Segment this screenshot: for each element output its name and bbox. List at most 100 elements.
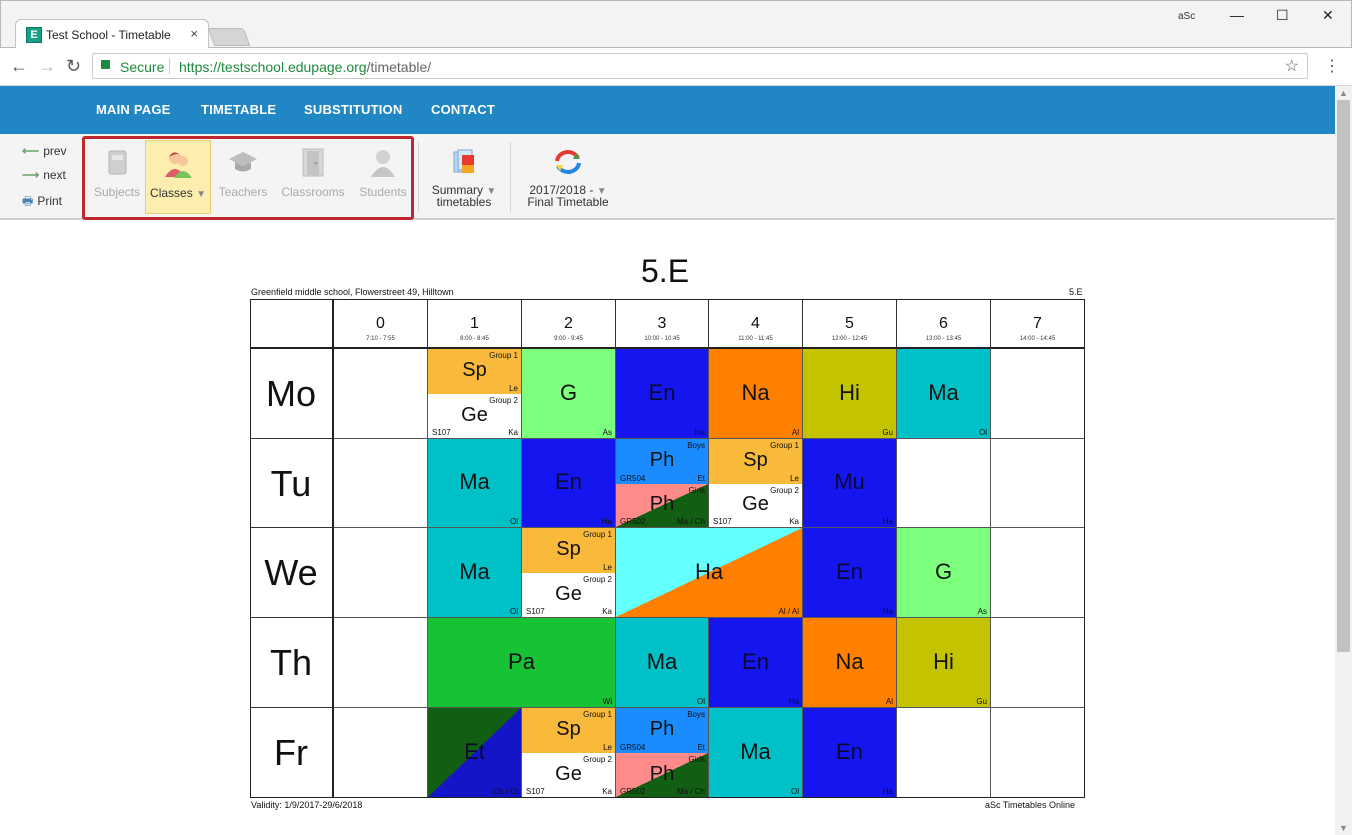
- prev-link[interactable]: ⟵ prev: [22, 144, 67, 158]
- lesson-teacher: Ol: [510, 517, 518, 526]
- empty-slot: [991, 349, 1085, 439]
- menu-kebab-icon[interactable]: ⋮: [1324, 58, 1340, 75]
- summary-timetables-button[interactable]: Summary ▼ timetables: [426, 140, 502, 214]
- lesson-card[interactable]: Ma Ol: [897, 349, 991, 439]
- back-arrow-icon[interactable]: ←: [10, 56, 28, 76]
- lesson-card[interactable]: Ph Ma / Ch Girls GR502: [616, 753, 709, 798]
- lesson-card[interactable]: Mu Ha: [803, 439, 897, 528]
- lesson-teacher: Al / Al: [778, 607, 799, 616]
- validity-text: Validity: 1/9/2017-29/6/2018: [251, 800, 363, 810]
- lesson-card[interactable]: Ma Ol: [616, 618, 709, 708]
- lesson-card[interactable]: Na Al: [709, 349, 803, 439]
- maximize-icon[interactable]: ☐: [1276, 7, 1289, 23]
- lesson-group: Group 2: [489, 396, 518, 405]
- next-link[interactable]: ⟶ next: [22, 168, 66, 182]
- next-arrow-icon: ⟶: [22, 168, 40, 182]
- lesson-card[interactable]: En Ha: [803, 708, 897, 798]
- summary-dropdown-icon[interactable]: ▼: [486, 186, 497, 197]
- lesson-card[interactable]: En Ha: [522, 439, 616, 528]
- nav-main-page[interactable]: MAIN PAGE: [96, 102, 171, 117]
- lesson-card[interactable]: Na Al: [803, 618, 897, 708]
- lesson-card[interactable]: En Ha: [616, 349, 709, 439]
- lesson-teacher: Ol: [791, 787, 799, 796]
- scrollbar-thumb[interactable]: [1337, 100, 1350, 652]
- nav-substitution[interactable]: SUBSTITUTION: [304, 102, 403, 117]
- period-header: 6 13:00 - 13:45: [897, 299, 991, 349]
- lesson-card[interactable]: En Ha: [709, 618, 803, 708]
- url-text[interactable]: https://testschool.edupage.org/timetable…: [179, 59, 431, 75]
- url-path: /timetable/: [366, 59, 432, 75]
- lesson-subject: Sp: [556, 718, 581, 740]
- nav-contact[interactable]: CONTACT: [431, 102, 495, 117]
- lesson-card[interactable]: Et Ch / Ol: [428, 708, 522, 798]
- lesson-card[interactable]: Ge Ka Group 2 S107: [522, 573, 616, 618]
- lesson-subject: Ma: [459, 469, 490, 494]
- lesson-card[interactable]: Sp Le Group 1: [709, 439, 803, 484]
- lesson-teacher: Ha: [882, 517, 893, 526]
- view-teachers-button[interactable]: Teachers: [210, 140, 276, 214]
- lesson-card[interactable]: Ge Ka Group 2 S107: [709, 484, 803, 528]
- address-bar[interactable]: Secure https://testschool.edupage.org/ti…: [92, 53, 1308, 79]
- new-tab-button[interactable]: [207, 28, 251, 46]
- lesson-card[interactable]: Hi Gu: [803, 349, 897, 439]
- print-link[interactable]: 🖶 Print: [22, 192, 62, 213]
- view-classes-text: Classes: [150, 186, 193, 200]
- empty-slot: [991, 528, 1085, 618]
- empty-slot: [897, 708, 991, 798]
- scroll-up-icon[interactable]: ▲: [1339, 88, 1348, 98]
- lesson-group: Group 2: [770, 486, 799, 495]
- timetable-version-label: 2017/2018 - ▼ Final Timetable: [516, 184, 620, 208]
- lesson-room: GR502: [620, 787, 646, 796]
- page-scrollbar[interactable]: ▲ ▼: [1335, 86, 1352, 835]
- timetable-version-button[interactable]: 2017/2018 - ▼ Final Timetable: [516, 140, 620, 214]
- minimize-icon[interactable]: —: [1230, 7, 1244, 23]
- scroll-down-icon[interactable]: ▼: [1339, 823, 1348, 833]
- day-label: Fr: [250, 708, 334, 798]
- lesson-card[interactable]: Ph Et Boys GR504: [616, 708, 709, 753]
- reload-icon[interactable]: ↻: [66, 56, 82, 76]
- lesson-subject: Hi: [933, 649, 954, 674]
- version-dropdown-icon[interactable]: ▼: [596, 186, 607, 197]
- lesson-card[interactable]: Ma Ol: [428, 439, 522, 528]
- lesson-card[interactable]: Ge Ka Group 2 S107: [428, 394, 522, 439]
- lesson-card[interactable]: Ph Ma / Ch Girls GR502: [616, 484, 709, 528]
- view-classes-button[interactable]: Classes ▼: [145, 140, 211, 214]
- lesson-card[interactable]: Sp Le Group 1: [428, 349, 522, 394]
- lesson-teacher: Et: [697, 474, 705, 483]
- profile-label[interactable]: aSc: [1178, 11, 1196, 22]
- lesson-card[interactable]: En Ha: [803, 528, 897, 618]
- tab-close-icon[interactable]: ×: [190, 26, 198, 41]
- lesson-card[interactable]: Ma Ol: [428, 528, 522, 618]
- lesson-subject: G: [559, 380, 578, 405]
- period-time: 11:00 - 11:45: [738, 336, 773, 342]
- lesson-subject: Pa: [508, 649, 535, 674]
- view-students-button[interactable]: Students: [350, 140, 416, 214]
- browser-tab[interactable]: E Test School - Timetable ×: [15, 19, 209, 49]
- classes-dropdown-icon[interactable]: ▼: [196, 189, 206, 200]
- period-header: 4 11:00 - 11:45: [709, 299, 803, 349]
- lesson-card[interactable]: Ma Ol: [709, 708, 803, 798]
- lesson-card[interactable]: Sp Le Group 1: [522, 708, 616, 753]
- lesson-card[interactable]: Pa Wi: [428, 618, 616, 708]
- bookmark-star-icon[interactable]: ☆: [1284, 58, 1299, 75]
- lesson-card[interactable]: Ph Et Boys GR504: [616, 439, 709, 484]
- class-code: 5.E: [1069, 287, 1083, 297]
- lesson-card[interactable]: Ge Ka Group 2 S107: [522, 753, 616, 798]
- period-number: 5: [845, 315, 854, 332]
- period-number: 1: [470, 315, 479, 332]
- period-time: 7:10 - 7:55: [366, 336, 395, 342]
- lesson-subject: Ge: [555, 763, 582, 785]
- lesson-card[interactable]: Hi Gu: [897, 618, 991, 708]
- lesson-card[interactable]: Sp Le Group 1: [522, 528, 616, 573]
- lesson-card[interactable]: Ha Al / Al: [616, 528, 803, 618]
- window-close-icon[interactable]: ✕: [1322, 7, 1334, 23]
- lesson-teacher: Ma / Ch: [676, 787, 705, 796]
- lesson-card[interactable]: G As: [897, 528, 991, 618]
- forward-arrow-icon[interactable]: →: [38, 56, 56, 76]
- period-header: 5 12:00 - 12:45: [803, 299, 897, 349]
- view-classrooms-button[interactable]: Classrooms: [278, 140, 348, 214]
- nav-timetable[interactable]: TIMETABLE: [201, 102, 277, 117]
- period-header: 2 9:00 - 9:45: [522, 299, 616, 349]
- view-subjects-button[interactable]: Subjects: [84, 140, 150, 214]
- lesson-card[interactable]: G As: [522, 349, 616, 439]
